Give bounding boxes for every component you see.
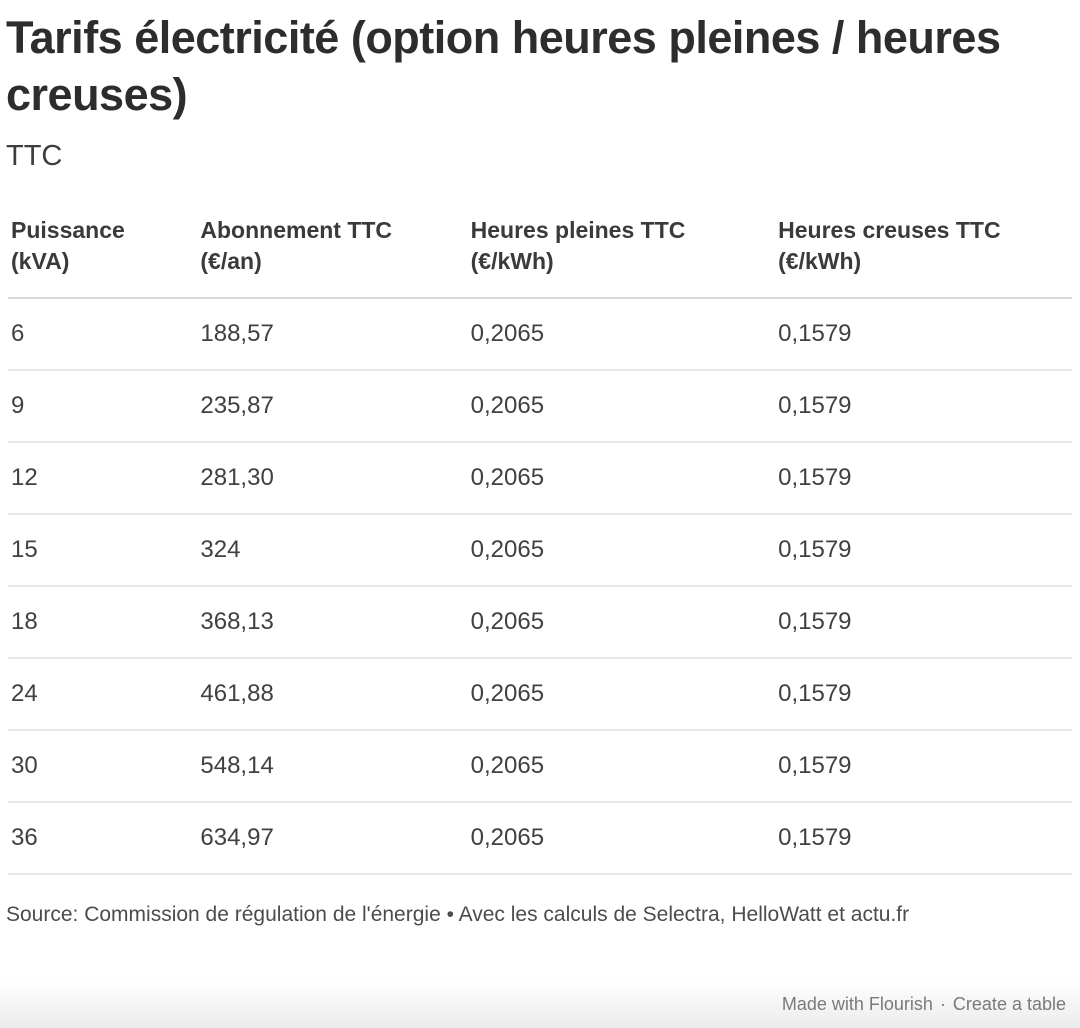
cell-heures-pleines: 0,2065	[467, 802, 776, 876]
table-container: Puissance (kVA) Abonnement TTC (€/an) He…	[8, 215, 1072, 876]
page-subtitle: TTC	[6, 140, 63, 173]
cell-puissance: 36	[8, 802, 198, 876]
column-header-line: Heures pleines TTC	[470, 217, 686, 244]
cell-heures-creuses: 0,1579	[775, 298, 1072, 372]
table-row: 15 324 0,2065 0,1579	[8, 514, 1072, 588]
cell-heures-pleines: 0,2065	[467, 298, 776, 372]
column-header-abonnement: Abonnement TTC (€/an)	[197, 215, 468, 300]
cell-heures-creuses: 0,1579	[775, 802, 1072, 876]
column-header-line: (kVA)	[11, 247, 70, 274]
cell-heures-creuses: 0,1579	[775, 370, 1072, 444]
column-header-heures-pleines: Heures pleines TTC (€/kWh)	[467, 215, 776, 300]
table-row: 6 188,57 0,2065 0,1579	[8, 298, 1072, 372]
cell-abonnement: 368,13	[197, 586, 468, 660]
column-header-line: (€/an)	[200, 247, 262, 274]
column-header-puissance: Puissance (kVA)	[8, 215, 198, 300]
table-body: 6 188,57 0,2065 0,1579 9 235,87 0,2065 0…	[8, 298, 1072, 876]
cell-heures-creuses: 0,1579	[775, 442, 1072, 516]
create-a-table-link[interactable]: Create a table	[952, 993, 1066, 1014]
source-text: Source: Commission de régulation de l'én…	[6, 903, 910, 927]
cell-puissance: 12	[8, 442, 198, 516]
cell-puissance: 15	[8, 514, 198, 588]
table-row: 36 634,97 0,2065 0,1579	[8, 802, 1072, 876]
cell-heures-pleines: 0,2065	[467, 442, 776, 516]
table-row: 30 548,14 0,2065 0,1579	[8, 730, 1072, 804]
column-header-line: Puissance	[11, 217, 125, 244]
cell-puissance: 6	[8, 298, 198, 372]
table-row: 24 461,88 0,2065 0,1579	[8, 658, 1072, 732]
cell-puissance: 24	[8, 658, 198, 732]
cell-heures-pleines: 0,2065	[467, 514, 776, 588]
table-header-row: Puissance (kVA) Abonnement TTC (€/an) He…	[8, 215, 1072, 300]
column-header-line: (€/kWh)	[470, 247, 554, 274]
column-header-heures-creuses: Heures creuses TTC (€/kWh)	[775, 215, 1072, 300]
page-title: Tarifs électricité (option heures pleine…	[6, 12, 1001, 120]
column-header-line: (€/kWh)	[778, 247, 862, 274]
table-row: 9 235,87 0,2065 0,1579	[8, 370, 1072, 444]
cell-abonnement: 188,57	[197, 298, 468, 372]
column-header-line: Abonnement TTC	[200, 217, 393, 244]
cell-heures-pleines: 0,2065	[467, 586, 776, 660]
cell-puissance: 30	[8, 730, 198, 804]
table-row: 12 281,30 0,2065 0,1579	[8, 442, 1072, 516]
made-with-flourish-link[interactable]: Made with Flourish	[781, 993, 933, 1014]
cell-heures-pleines: 0,2065	[467, 730, 776, 804]
cell-heures-creuses: 0,1579	[775, 658, 1072, 732]
cell-abonnement: 281,30	[197, 442, 468, 516]
table-row: 18 368,13 0,2065 0,1579	[8, 586, 1072, 660]
cell-heures-pleines: 0,2065	[467, 658, 776, 732]
tariff-table: Puissance (kVA) Abonnement TTC (€/an) He…	[8, 215, 1072, 876]
table-header: Puissance (kVA) Abonnement TTC (€/an) He…	[8, 215, 1072, 300]
cell-abonnement: 461,88	[197, 658, 468, 732]
cell-abonnement: 548,14	[197, 730, 468, 804]
chart-header: Tarifs électricité (option heures pleine…	[0, 0, 1080, 173]
cell-heures-creuses: 0,1579	[775, 586, 1072, 660]
cell-abonnement: 324	[197, 514, 468, 588]
cell-puissance: 18	[8, 586, 198, 660]
cell-abonnement: 634,97	[197, 802, 468, 876]
cell-abonnement: 235,87	[197, 370, 468, 444]
column-header-line: Heures creuses TTC	[778, 217, 1001, 244]
flourish-credit-bar: Made with Flourish · Create a table	[0, 980, 1080, 1028]
credit-separator: ·	[939, 993, 946, 1014]
cell-heures-creuses: 0,1579	[775, 514, 1072, 588]
cell-heures-pleines: 0,2065	[467, 370, 776, 444]
cell-heures-creuses: 0,1579	[775, 730, 1072, 804]
cell-puissance: 9	[8, 370, 198, 444]
